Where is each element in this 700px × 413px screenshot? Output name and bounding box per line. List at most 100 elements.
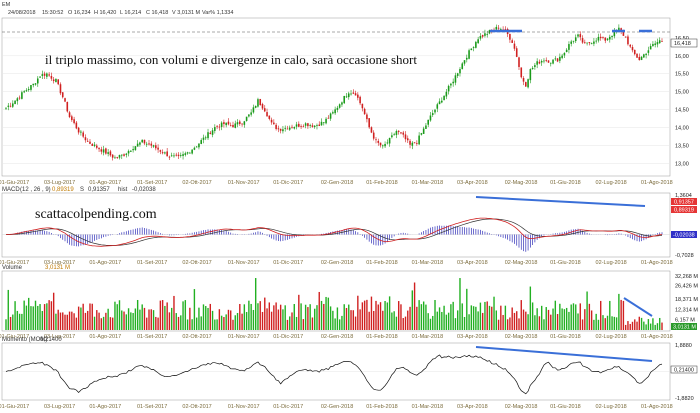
candle-body [347, 93, 350, 98]
volume-bar [123, 311, 125, 330]
candle-body [179, 154, 182, 156]
candle-body [372, 132, 375, 139]
macd-value-label-3: -0,02038 [673, 233, 695, 239]
volume-bar [343, 304, 345, 330]
volume-bar [311, 317, 314, 330]
candle-body [48, 74, 50, 76]
macd-value-label-1: 0,91357 [674, 200, 694, 206]
candle-body [379, 142, 382, 146]
candle-body [368, 118, 370, 128]
volume-ytick-label: 18,371 M [675, 297, 698, 303]
header-date: 24/08/2018 [8, 10, 36, 16]
volume-bar [180, 315, 182, 330]
candle-body [579, 34, 582, 38]
volume-bar [534, 315, 536, 330]
volume-bar [341, 315, 343, 330]
candle-body [425, 125, 427, 129]
volume-bar [248, 300, 250, 330]
candle-body [468, 50, 470, 59]
date-tick-label: 02-Gen-2018 [321, 260, 353, 266]
volume-bar [477, 311, 479, 330]
volume-bar [109, 317, 112, 330]
volume-bar [407, 310, 409, 330]
candle-body [624, 36, 627, 38]
volume-bar [300, 303, 302, 330]
candle-body [189, 152, 191, 154]
candle-body [559, 56, 561, 61]
candle-body [95, 145, 98, 148]
candle-body [590, 43, 593, 45]
candle-body [513, 43, 516, 49]
volume-bar [529, 286, 532, 330]
volume-bar [618, 293, 620, 330]
volume-bar [554, 300, 557, 330]
volume-bar [100, 318, 103, 330]
candle-body [118, 154, 121, 158]
candle-body [588, 42, 591, 44]
date-tick-label: 01-Giu-2017 [0, 260, 29, 266]
volume-bar [584, 309, 586, 330]
candle-body [248, 114, 250, 117]
candle-body [434, 109, 436, 113]
candle-body [173, 155, 175, 157]
date-tick-label: 03-Apr-2018 [457, 334, 488, 340]
candle-body [102, 149, 105, 153]
volume-value-box-label: 3,0131 M [673, 325, 696, 331]
candle-body [318, 124, 321, 126]
candle-body [73, 119, 75, 124]
volume-bar [127, 308, 130, 330]
volume-ytick-label: 26,426 M [675, 284, 698, 290]
volume-bar [563, 309, 566, 330]
volume-bar [461, 303, 463, 330]
volume-bar [191, 319, 193, 330]
macd-title: MACD [2, 187, 20, 193]
candle-body [225, 122, 227, 126]
candle-body [50, 75, 53, 79]
volume-bar [5, 319, 7, 330]
candle-body [130, 150, 132, 152]
volume-value-box [671, 323, 697, 330]
volume-bar [556, 314, 559, 330]
volume-ytick-label: 12,314 M [675, 307, 698, 313]
candle-body [82, 132, 84, 137]
volume-bar [12, 314, 14, 330]
macd-legend-macd: 0,89319 [52, 187, 74, 193]
volume-bar [504, 305, 507, 330]
candle-body [182, 154, 184, 156]
candle-body [545, 60, 548, 61]
candle-body [286, 128, 289, 130]
volume-bar [348, 304, 350, 330]
volume-bar [302, 319, 305, 330]
date-tick-label: 02-Mag-2018 [505, 180, 538, 186]
volume-bar [450, 304, 452, 330]
candle-body [36, 78, 39, 84]
volume-bar [502, 314, 504, 330]
volume-bar [118, 300, 121, 330]
volume-bar [136, 299, 139, 330]
volume-bar [634, 319, 636, 330]
candle-body [404, 134, 407, 140]
volume-bar [543, 319, 545, 330]
candle-body [198, 143, 200, 148]
candle-body [111, 154, 114, 158]
volume-bar [488, 305, 491, 330]
volume-bar [304, 304, 307, 330]
volume-bar [352, 310, 354, 330]
candle-body [259, 98, 262, 105]
candle-body [7, 105, 10, 107]
candle-body [574, 37, 577, 42]
candle-body [52, 79, 55, 82]
volume-bar [375, 300, 377, 330]
candle-body [400, 132, 402, 134]
candle-body [275, 124, 277, 129]
date-tick-label: 01-Ago-2017 [89, 180, 121, 186]
date-tick-label: 01-Dic-2017 [273, 404, 303, 410]
date-tick-label: 03-Lug-2017 [44, 180, 75, 186]
volume-bar [171, 307, 173, 330]
candle-body [620, 28, 622, 32]
candle-body [463, 60, 466, 64]
volume-bar [411, 290, 414, 330]
volume-bar [159, 300, 162, 330]
date-tick-label: 01-Mar-2018 [412, 404, 444, 410]
candle-body [402, 132, 405, 135]
